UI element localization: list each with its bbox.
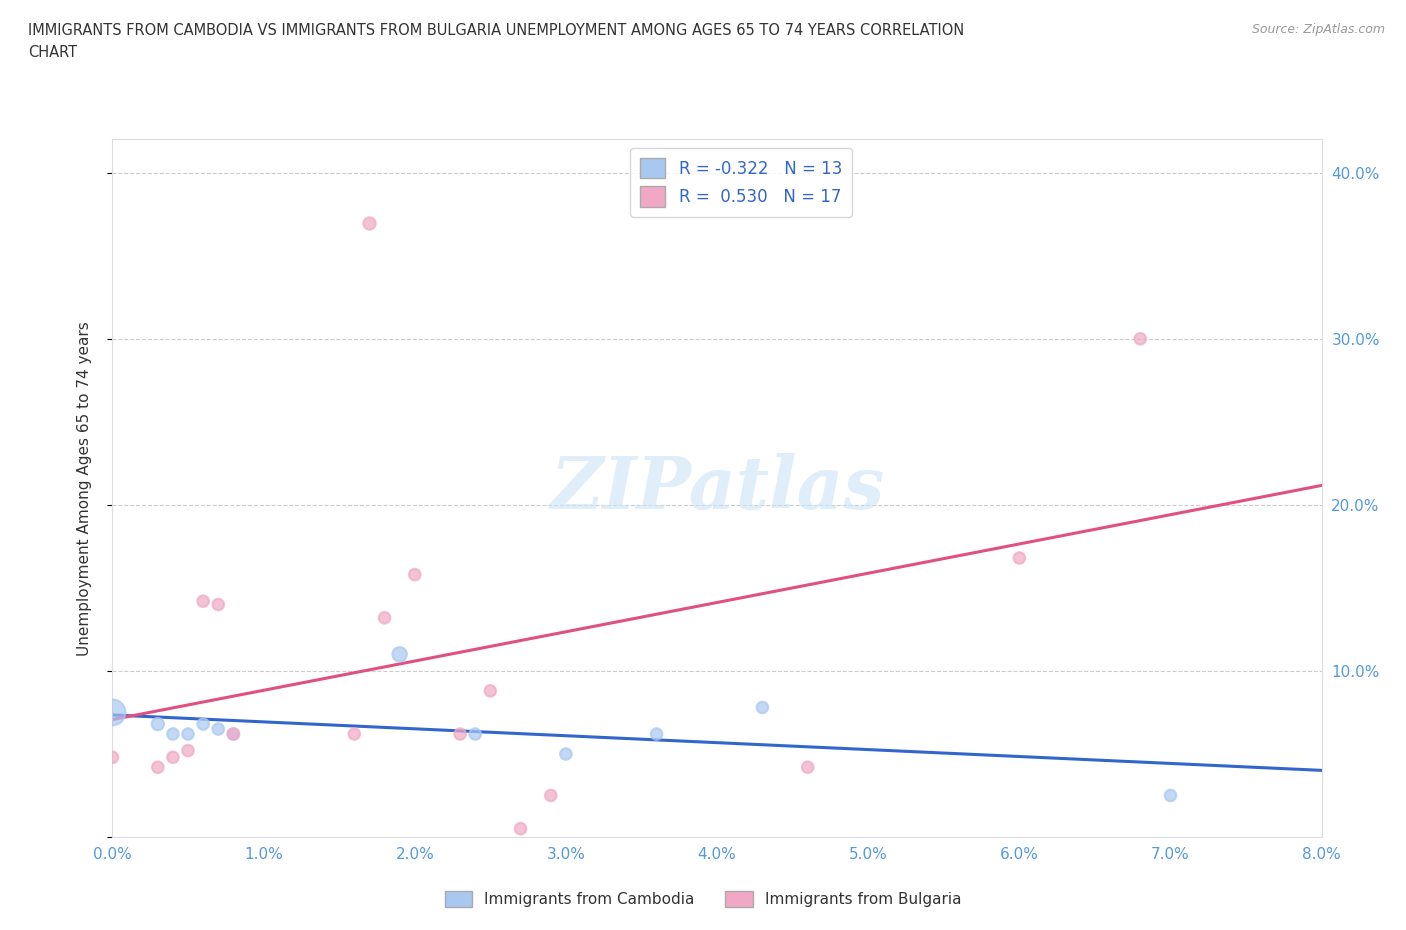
Legend: Immigrants from Cambodia, Immigrants from Bulgaria: Immigrants from Cambodia, Immigrants fro…: [439, 884, 967, 913]
Point: [177, 726, 200, 741]
Point: [359, 215, 381, 230]
Text: IMMIGRANTS FROM CAMBODIA VS IMMIGRANTS FROM BULGARIA UNEMPLOYMENT AMONG AGES 65 : IMMIGRANTS FROM CAMBODIA VS IMMIGRANTS F…: [28, 23, 965, 38]
Point: [509, 821, 531, 836]
Text: Source: ZipAtlas.com: Source: ZipAtlas.com: [1251, 23, 1385, 36]
Point: [207, 597, 229, 612]
Point: [479, 684, 502, 698]
Point: [796, 760, 818, 775]
Point: [177, 743, 200, 758]
Point: [1008, 551, 1031, 565]
Point: [554, 747, 576, 762]
Point: [645, 726, 668, 741]
Point: [1129, 331, 1152, 346]
Y-axis label: Unemployment Among Ages 65 to 74 years: Unemployment Among Ages 65 to 74 years: [77, 321, 91, 656]
Point: [388, 647, 411, 662]
Point: [101, 705, 124, 720]
Point: [191, 717, 215, 732]
Point: [540, 788, 562, 803]
Point: [1159, 788, 1181, 803]
Point: [373, 610, 396, 625]
Point: [162, 726, 184, 741]
Point: [449, 726, 471, 741]
Text: CHART: CHART: [28, 45, 77, 60]
Point: [146, 760, 169, 775]
Point: [222, 726, 245, 741]
Legend: R = -0.322   N = 13, R =  0.530   N = 17: R = -0.322 N = 13, R = 0.530 N = 17: [630, 148, 852, 217]
Point: [343, 726, 366, 741]
Point: [404, 567, 426, 582]
Point: [464, 726, 486, 741]
Point: [146, 717, 169, 732]
Point: [162, 750, 184, 764]
Text: ZIPatlas: ZIPatlas: [550, 453, 884, 524]
Point: [207, 722, 229, 737]
Point: [222, 726, 245, 741]
Point: [101, 750, 124, 764]
Point: [751, 700, 773, 715]
Point: [191, 593, 215, 608]
